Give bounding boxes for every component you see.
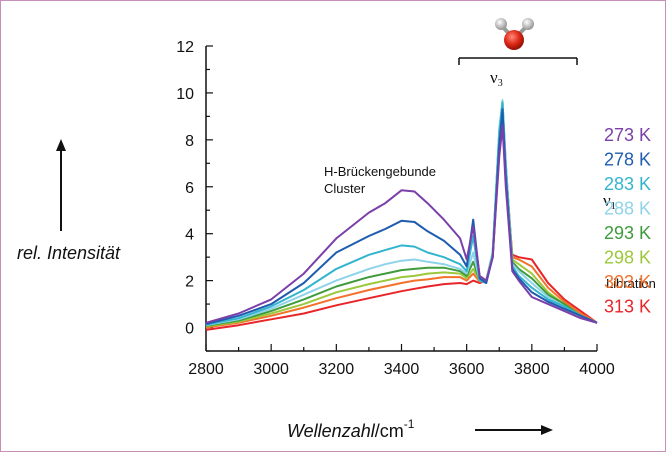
series-group	[205, 99, 598, 331]
legend: 273 K 278 K 283 K 288 K 293 K 298 K 303 K 313 K	[604, 125, 651, 317]
vibration-bracket	[458, 57, 578, 65]
nu1-label: ν1	[603, 191, 616, 212]
series-line-288k	[205, 99, 598, 327]
series-line-278k	[205, 108, 598, 325]
series-line-303k	[205, 113, 598, 329]
y-tick-label: 0	[185, 321, 194, 338]
x-tick-label: 3400	[384, 361, 420, 378]
series-line-313k	[205, 124, 598, 331]
series-line-293k	[205, 101, 598, 327]
x-tick-label: 3000	[253, 361, 289, 378]
x-tick-label: 3800	[514, 361, 550, 378]
libration-label: Libration	[606, 276, 656, 291]
legend-entry: 288 K	[604, 199, 651, 219]
legend-entry: 283 K	[604, 174, 651, 194]
y-arrow-head	[56, 139, 66, 151]
y-axis-label: rel. Intensität	[17, 243, 121, 263]
legend-entry: 293 K	[604, 223, 651, 243]
legend-entry: 303 K	[604, 272, 651, 292]
legend-entry: 313 K	[604, 297, 651, 317]
x-axis-label: Wellenzahl/cm-1	[287, 417, 415, 441]
x-tick-label: 3600	[449, 361, 485, 378]
y-tick-label: 12	[176, 39, 194, 56]
x-ticks: 2800 3000 3200 3400 3600 3800 4000	[188, 344, 615, 378]
series-line-298k	[205, 106, 598, 328]
y-tick-label: 8	[185, 133, 194, 150]
y-tick-label: 2	[185, 274, 194, 291]
x-tick-label: 3200	[319, 361, 355, 378]
y-tick-label: 4	[185, 227, 194, 244]
series-line-273k	[205, 124, 598, 324]
x-tick-label: 2800	[188, 361, 224, 378]
y-ticks: 0 2 4 6 8 10 12	[176, 39, 213, 352]
y-tick-label: 6	[185, 180, 194, 197]
water-molecule-icon	[495, 18, 534, 50]
x-arrow-head	[541, 425, 553, 435]
x-tick-label: 4000	[579, 361, 615, 378]
legend-entry: 273 K	[604, 125, 651, 145]
nu3-label: ν3	[490, 68, 503, 89]
cluster-label-line2: Cluster	[324, 181, 366, 196]
legend-entry: 298 K	[604, 248, 651, 268]
cluster-label-line1: H-Brückengebunde	[324, 164, 436, 179]
series-line-283k	[205, 101, 598, 326]
y-tick-label: 10	[176, 86, 194, 103]
legend-entry: 278 K	[604, 150, 651, 170]
